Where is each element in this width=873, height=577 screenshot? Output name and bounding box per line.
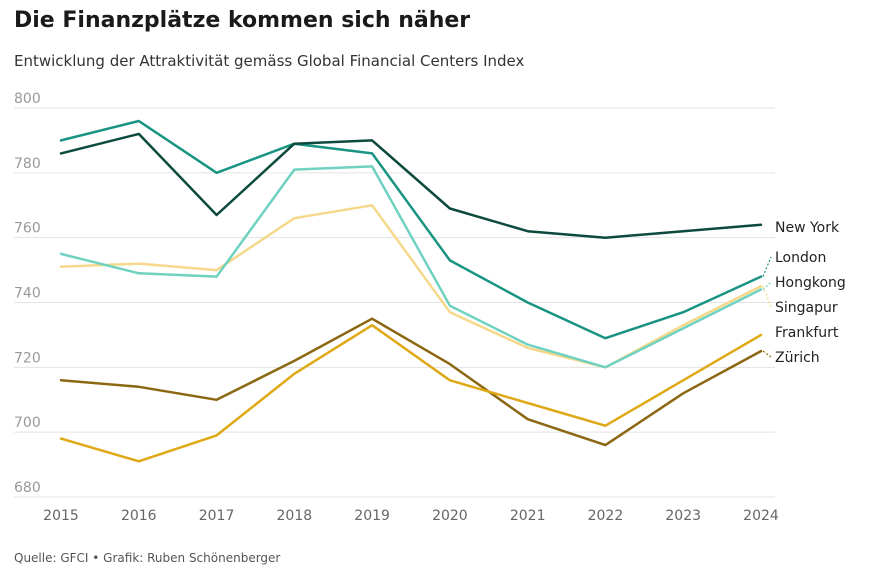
series-line-hongkong xyxy=(59,165,763,369)
leader-line-zrich xyxy=(762,350,772,358)
leader-line-singapur xyxy=(762,286,772,308)
x-tick-label: 2021 xyxy=(510,508,546,524)
chart-subtitle: Entwicklung der Attraktivität gemäss Glo… xyxy=(14,52,525,70)
series-line-frankfurt xyxy=(59,323,763,463)
x-tick-label: 2023 xyxy=(665,508,701,524)
x-tick-label: 2019 xyxy=(354,508,390,524)
x-tick-label: 2020 xyxy=(432,508,468,524)
series-label-zrich: Zürich xyxy=(775,350,820,366)
source-note: Quelle: GFCI • Grafik: Ruben Schönenberg… xyxy=(14,551,281,565)
x-tick-label: 2018 xyxy=(277,508,313,524)
x-tick-label: 2015 xyxy=(43,508,79,524)
series-line-newyork xyxy=(59,132,763,239)
series-label-hongkong: Hongkong xyxy=(775,275,846,291)
series-label-newyork: New York xyxy=(775,220,840,236)
x-tick-label: 2017 xyxy=(199,508,235,524)
chart-title: Die Finanzplätze kommen sich näher xyxy=(14,8,471,33)
y-tick-label: 700 xyxy=(14,415,41,431)
leader-line-hongkong xyxy=(762,281,772,290)
y-tick-label: 720 xyxy=(14,350,41,366)
series-label-london: London xyxy=(775,250,826,266)
leader-line-london xyxy=(762,256,772,277)
series-label-singapur: Singapur xyxy=(775,300,838,316)
y-tick-label: 760 xyxy=(14,221,41,237)
series-label-frankfurt: Frankfurt xyxy=(775,325,839,341)
x-tick-label: 2016 xyxy=(121,508,157,524)
x-tick-label: 2022 xyxy=(588,508,624,524)
series-line-singapur xyxy=(59,204,763,369)
x-tick-label: 2024 xyxy=(743,508,779,524)
y-tick-label: 780 xyxy=(14,156,41,172)
y-tick-label: 740 xyxy=(14,286,41,302)
y-tick-label: 680 xyxy=(14,480,41,496)
y-tick-label: 800 xyxy=(14,91,41,107)
series-line-london xyxy=(59,119,763,340)
series-line-zrich xyxy=(59,317,763,447)
